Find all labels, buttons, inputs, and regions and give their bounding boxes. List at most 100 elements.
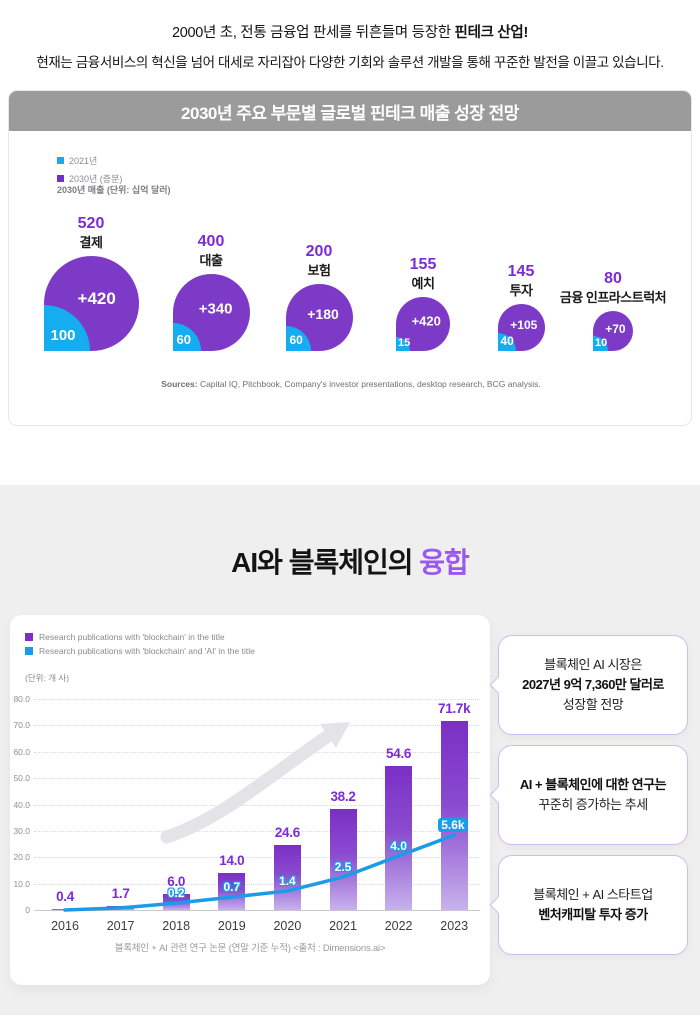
- legend-item-blockchain-ai: Research publications with 'blockchain' …: [25, 646, 255, 656]
- bar-2023: [440, 720, 468, 910]
- bubble-category-label: 결제: [79, 235, 103, 250]
- bubble-increment-value: +340: [198, 300, 233, 318]
- fintech-unit-note: 2030년 매출 (단위: 십억 달러): [57, 185, 171, 195]
- bar-value-2022: 54.6: [386, 745, 412, 761]
- legend-label-blockchain: Research publications with 'blockchain' …: [39, 632, 225, 642]
- x-axis-label-2023: 2023: [440, 919, 469, 933]
- bar-value-2023: 71.7k: [438, 700, 471, 716]
- bubble-2: +180 60: [285, 284, 353, 351]
- y-axis-tick-50.0: 50.0: [13, 773, 30, 784]
- sources-label: Sources:: [161, 379, 198, 389]
- legend-swatch-purple: [57, 175, 64, 182]
- gridline-30.0: [34, 830, 480, 832]
- legend-label-blockchain-ai: Research publications with 'blockchain' …: [39, 646, 255, 656]
- bubble-label-1: 400 대출: [126, 226, 296, 270]
- x-axis-label-2019: 2019: [217, 919, 246, 933]
- bubble-2021-value: 60: [289, 333, 303, 347]
- x-axis-label-2018: 2018: [162, 919, 191, 933]
- callout-text-line: 블록체인 + AI 스타트업: [533, 887, 653, 902]
- legend-item-blockchain: Research publications with 'blockchain' …: [25, 632, 255, 642]
- line-value-2022: 4.0: [390, 838, 407, 853]
- fusion-section: AI와 블록체인의 융합 Research publications with …: [0, 485, 700, 1015]
- bubble-increment-value: +180: [307, 306, 339, 323]
- y-axis-tick-0: 0: [25, 905, 30, 915]
- bubble-label-2: 200 보험: [234, 236, 404, 280]
- bubble-label-3: 155 예치: [338, 249, 508, 293]
- bar-line-chart: 0 10.0 20.0 30.0 40.0 50.0 60.0 70.0 80.0 0.4 1.7 6…: [10, 615, 490, 985]
- bubble-total-value: 155: [409, 256, 437, 273]
- bubble-4: +105 40: [497, 304, 545, 351]
- bubble-label-4: 145 투자: [436, 256, 606, 300]
- bubble-label-5: 80 금융 인프라스트럭처: [528, 263, 698, 307]
- callout-text-line: AI + 블록체인에 대한 연구는: [519, 777, 667, 792]
- gridline-50.0: [34, 778, 480, 780]
- legend-item-2030: 2030년 (증분): [57, 172, 122, 185]
- bubble-2021-value: 10: [595, 337, 608, 349]
- intro-line1: 2000년 초, 전통 금융업 판세를 뒤흔들며 등장한 핀테크 산업!: [0, 21, 700, 42]
- bar-2019: [218, 873, 246, 910]
- bubble-increment-value: +420: [77, 288, 116, 308]
- bubble-0: +420 100: [43, 256, 139, 351]
- legend-item-2021: 2021년: [57, 154, 122, 167]
- x-axis-label-2017: 2017: [106, 919, 135, 933]
- bar-value-2017: 1.7: [111, 885, 130, 901]
- chart-caption: 블록체인 + AI 관련 연구 논문 (연말 기준 누적) <출처 : Dime…: [114, 943, 386, 954]
- bubble-2021-value: 60: [176, 332, 191, 347]
- bubble-label-0: 520 결제: [6, 208, 176, 252]
- bar-value-2018: 6.0: [167, 874, 186, 890]
- bar-2020: [273, 845, 301, 910]
- bubble-category-label: 대출: [199, 253, 223, 268]
- callout-text-line: 성장할 전망: [562, 697, 624, 712]
- line-value-2019: 0.7: [223, 880, 241, 895]
- publications-unit-note: (단위: 개 사): [25, 673, 70, 683]
- callout-tail-0: [489, 676, 507, 694]
- bubble-category-label: 예치: [411, 276, 435, 291]
- gridline-40.0: [34, 804, 480, 806]
- x-axis-label-2020: 2020: [273, 919, 302, 933]
- fintech-legend: 2021년 2030년 (증분): [57, 154, 122, 190]
- callout-tail-2: [489, 896, 507, 914]
- callout-text-line: 2027년 9억 7,360만 달러로: [522, 677, 664, 692]
- gridline-10.0: [34, 883, 480, 885]
- bar-2021: [329, 809, 357, 910]
- line-value-2020: 1.4: [279, 874, 296, 888]
- x-axis-label-2016: 2016: [51, 919, 79, 933]
- sources-text: Capital IQ, Pitchbook, Company's investo…: [197, 379, 541, 389]
- callout-text-line: 블록체인 AI 시장은: [544, 657, 642, 672]
- intro-line1-regular: 2000년 초, 전통 금융업 판세를 뒤흔들며 등장한: [171, 25, 455, 41]
- y-axis-tick-10.0: 10.0: [13, 878, 30, 889]
- bar-2022: [385, 765, 413, 910]
- bubble-category-label: 금융 인프라스트럭처: [559, 290, 667, 305]
- line-value-2023: 5.6k: [438, 818, 468, 833]
- y-axis-tick-60.0: 60.0: [13, 746, 30, 757]
- gridline-0: [34, 910, 480, 911]
- y-axis-tick-80.0: 80.0: [13, 694, 30, 704]
- x-axis-label-2022: 2022: [384, 919, 413, 933]
- bubble-total-value: 80: [604, 270, 622, 287]
- callout-text-line: 벤처캐피탈 투자 증가: [538, 907, 648, 922]
- bubble-3: +420 15: [396, 297, 450, 351]
- publications-legend: Research publications with 'blockchain' …: [25, 632, 255, 660]
- bubble-2021-value: 100: [50, 327, 76, 344]
- x-axis-label-2021: 2021: [329, 919, 357, 933]
- bar-value-2020: 24.6: [274, 825, 300, 841]
- publications-chart-card: Research publications with 'blockchain' …: [10, 615, 490, 985]
- fintech-card-title: 2030년 주요 부문별 글로벌 핀테크 매출 성장 전망: [9, 91, 691, 131]
- bubble-category-label: 투자: [509, 283, 533, 298]
- callout-text-line: 꾸준히 증가하는 추세: [538, 797, 648, 812]
- gridline-80.0: [34, 699, 480, 700]
- bubble-total-value: 145: [507, 263, 535, 280]
- gridline-20.0: [34, 857, 480, 859]
- bubble-category-label: 보험: [307, 263, 331, 278]
- fintech-revenue-card: 2030년 주요 부문별 글로벌 핀테크 매출 성장 전망 2021년 2030…: [8, 90, 692, 426]
- bubble-total-value: 400: [197, 233, 225, 250]
- bubble-2021-value: 40: [500, 334, 514, 348]
- y-axis-tick-70.0: 70.0: [13, 720, 30, 731]
- intro-line1-bold: 핀테크 산업!: [454, 25, 529, 41]
- sources-note: Sources: Capital IQ, Pitchbook, Company'…: [9, 379, 693, 389]
- legend-swatch-blue: [25, 647, 33, 655]
